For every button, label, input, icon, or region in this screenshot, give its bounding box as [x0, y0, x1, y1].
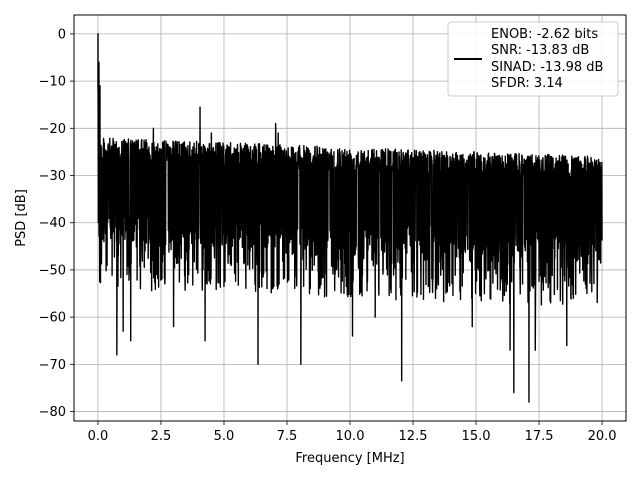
psd-line: [97, 33, 603, 403]
x-tick-label: 12.5: [399, 429, 428, 444]
legend-line-enob: ENOB: -2.62 bits: [491, 27, 598, 42]
psd-series: [97, 33, 603, 403]
y-tick-label: −50: [39, 263, 66, 278]
x-axis: 0.0 2.5 5.0 7.5 10.0 12.5 15.0 17.5 20.0: [88, 421, 617, 444]
y-tick-label: −10: [39, 75, 66, 90]
x-tick-label: 5.0: [214, 429, 235, 444]
y-tick-label: −70: [39, 358, 66, 373]
x-tick-label: 20.0: [588, 429, 617, 444]
y-tick-label: −40: [39, 216, 66, 231]
x-tick-label: 17.5: [525, 429, 554, 444]
legend-line-sinad: SINAD: -13.98 dB: [491, 60, 603, 75]
legend-line-sfdr: SFDR: 3.14: [491, 76, 563, 91]
legend: ENOB: -2.62 bits SNR: -13.83 dB SINAD: -…: [447, 21, 619, 97]
x-tick-label: 0.0: [88, 429, 109, 444]
legend-line-snr: SNR: -13.83 dB: [491, 43, 589, 58]
x-axis-title: Frequency [MHz]: [295, 451, 404, 466]
y-tick-label: −60: [39, 311, 66, 326]
y-tick-label: −20: [39, 122, 66, 137]
y-axis: 0 −10 −20 −30 −40 −50 −60 −70 −80: [39, 27, 74, 420]
x-tick-label: 10.0: [336, 429, 365, 444]
y-tick-label: −30: [39, 169, 66, 184]
legend-box: [447, 21, 619, 97]
x-tick-label: 15.0: [462, 429, 491, 444]
y-axis-title: PSD [dB]: [14, 189, 29, 247]
x-tick-label: 2.5: [151, 429, 172, 444]
x-tick-label: 7.5: [277, 429, 298, 444]
y-tick-label: 0: [58, 27, 66, 42]
y-tick-label: −80: [39, 405, 66, 420]
